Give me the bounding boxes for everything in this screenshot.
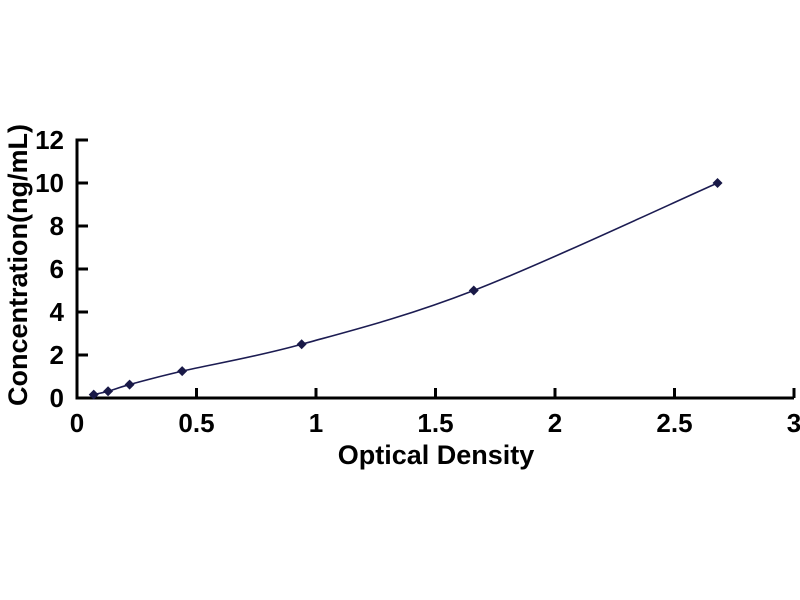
standard-curve-line — [93, 182, 718, 396]
x-tick-label: 3 — [787, 408, 800, 438]
x-tick-label: 0 — [70, 408, 84, 438]
y-tick-label: 6 — [50, 254, 64, 284]
x-tick-label: 1.5 — [417, 408, 453, 438]
data-point-marker — [712, 178, 723, 188]
y-tick-label: 10 — [35, 168, 64, 198]
x-axis-title: Optical Density — [338, 440, 535, 470]
y-tick-label: 0 — [50, 383, 64, 413]
data-point-marker — [177, 366, 188, 377]
x-tick-label: 2 — [548, 408, 562, 438]
axis-lines — [75, 138, 794, 400]
x-tick-label: 2.5 — [656, 408, 692, 438]
plot-generated-content: 0 2 4 6 8 10 12 0 0.5 1 1.5 2 2.5 3 — [35, 125, 800, 438]
data-point-marker — [296, 339, 307, 350]
data-point-marker — [88, 389, 99, 400]
data-point-marker — [103, 386, 114, 397]
y-tick-label: 2 — [50, 340, 64, 370]
x-tick-label: 0.5 — [178, 408, 214, 438]
y-axis-title: Concentration(ng/mL) — [3, 124, 33, 406]
data-point-marker — [468, 285, 479, 296]
y-tick-label: 12 — [35, 125, 64, 155]
y-tick-label: 8 — [50, 211, 64, 241]
data-point-marker — [124, 379, 135, 390]
x-tick-label: 1 — [309, 408, 323, 438]
y-tick-label: 4 — [50, 297, 65, 327]
